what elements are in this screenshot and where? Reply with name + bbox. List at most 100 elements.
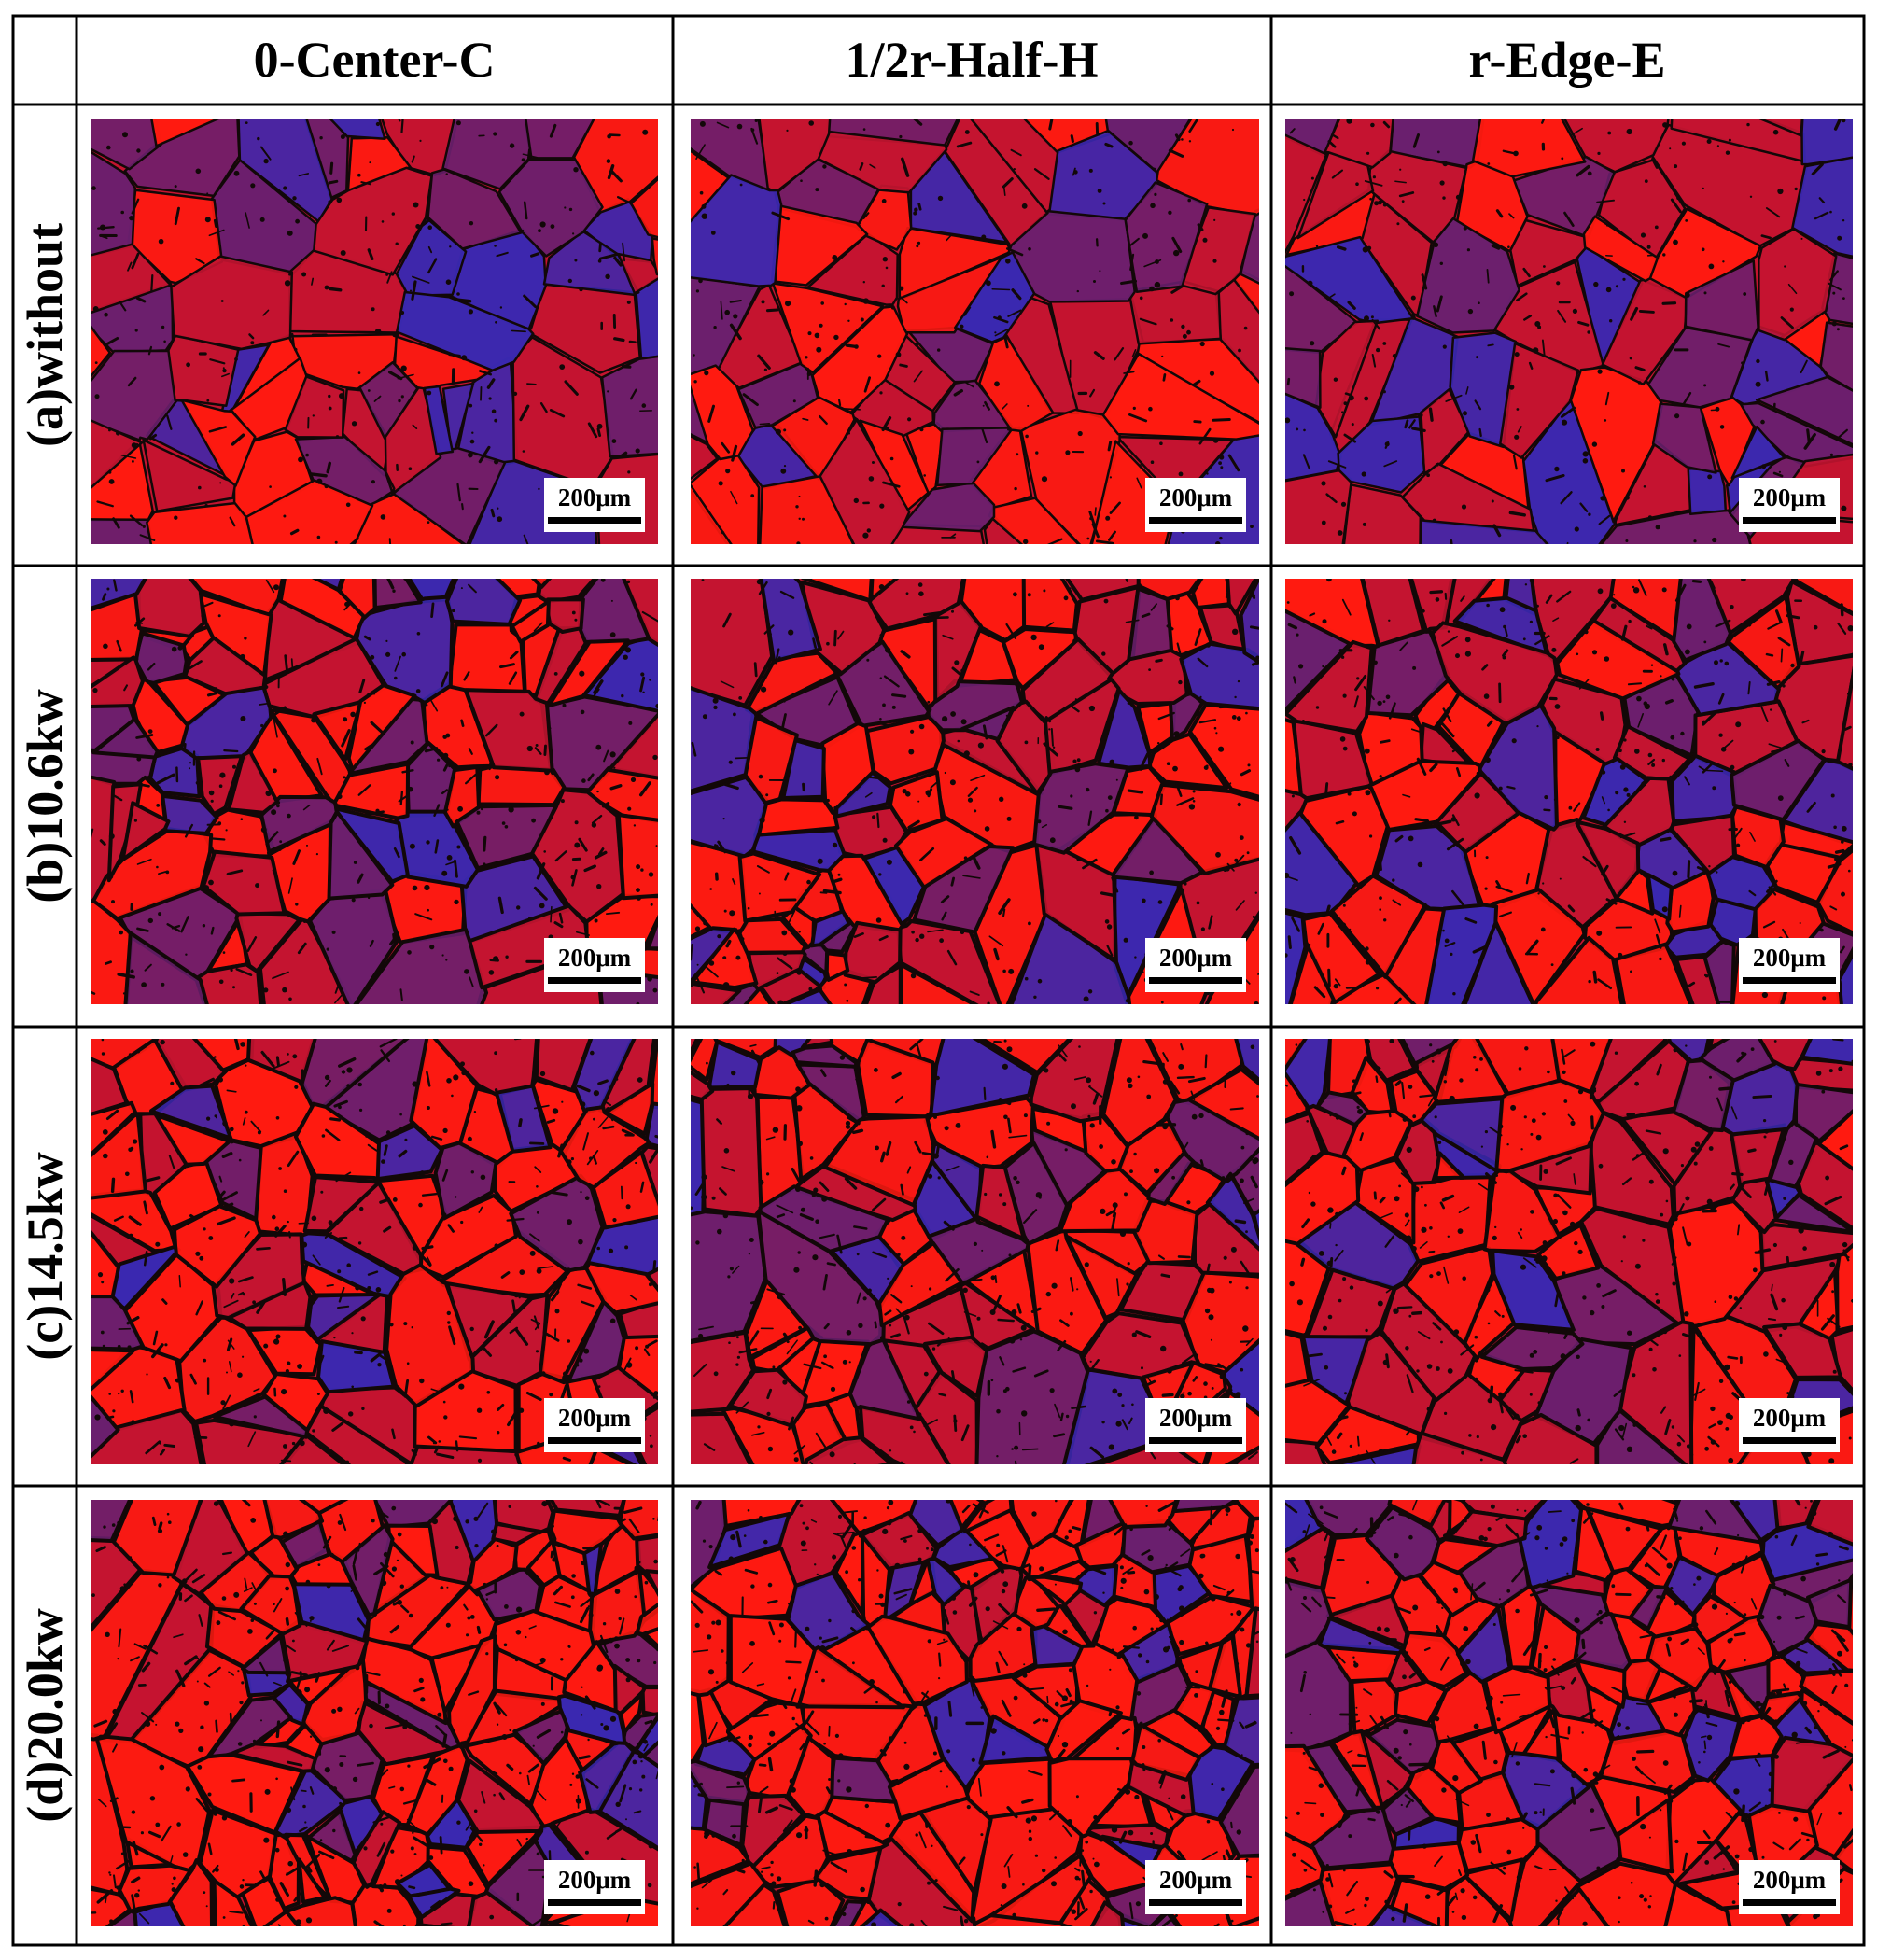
precipitate-speck bbox=[1480, 1145, 1483, 1148]
precipitate-speck bbox=[125, 1171, 130, 1177]
precipitate-speck bbox=[544, 769, 550, 776]
grain bbox=[824, 951, 850, 982]
dendrite-arm bbox=[799, 1742, 806, 1751]
precipitate-speck bbox=[1725, 150, 1730, 155]
grain bbox=[923, 1335, 989, 1398]
dendrite-arm bbox=[780, 713, 787, 731]
precipitate-speck bbox=[997, 315, 1002, 320]
grain bbox=[1239, 579, 1259, 665]
dendrite-arm bbox=[763, 624, 775, 635]
dendrite-arm bbox=[1716, 1097, 1723, 1112]
precipitate-speck bbox=[587, 1738, 590, 1742]
precipitate-speck bbox=[1570, 1221, 1576, 1227]
precipitate-speck bbox=[796, 1832, 803, 1839]
precipitate-speck bbox=[829, 1451, 835, 1458]
precipitate-speck bbox=[515, 1630, 522, 1635]
precipitate-speck bbox=[529, 1250, 536, 1256]
precipitate-speck bbox=[419, 139, 422, 142]
precipitate-speck bbox=[1306, 1120, 1309, 1123]
dendrite-arm bbox=[414, 913, 433, 921]
grain bbox=[1285, 133, 1328, 255]
scale-bar: 200μm bbox=[544, 1398, 645, 1452]
precipitate-speck bbox=[1042, 1868, 1046, 1873]
precipitate-speck bbox=[404, 1138, 408, 1141]
precipitate-speck bbox=[913, 1430, 916, 1434]
precipitate-speck bbox=[748, 1253, 751, 1255]
precipitate-speck bbox=[777, 1096, 782, 1100]
precipitate-speck bbox=[1374, 201, 1380, 206]
precipitate-speck bbox=[175, 1721, 180, 1727]
precipitate-speck bbox=[560, 1658, 564, 1661]
precipitate-speck bbox=[1209, 371, 1215, 376]
precipitate-speck bbox=[805, 1526, 809, 1531]
precipitate-speck bbox=[885, 647, 891, 653]
dendrite-arm bbox=[1455, 767, 1462, 777]
precipitate-speck bbox=[1535, 604, 1539, 608]
precipitate-speck bbox=[1590, 1182, 1596, 1188]
precipitate-speck bbox=[1435, 463, 1439, 467]
dendrite-arm bbox=[1676, 1434, 1686, 1443]
dendrite-arm bbox=[772, 1900, 776, 1910]
precipitate-speck bbox=[283, 1658, 288, 1663]
precipitate-speck bbox=[910, 729, 915, 734]
precipitate-speck bbox=[239, 1884, 245, 1889]
dendrite-arm bbox=[392, 932, 397, 945]
dendrite-arm bbox=[1192, 1539, 1196, 1547]
precipitate-speck bbox=[798, 931, 801, 933]
grain bbox=[1329, 874, 1427, 979]
precipitate-speck bbox=[102, 1344, 105, 1348]
precipitate-speck bbox=[778, 1639, 782, 1643]
dendrite-arm bbox=[1162, 1561, 1179, 1573]
precipitate-speck bbox=[1049, 1388, 1055, 1393]
precipitate-speck bbox=[1180, 1794, 1186, 1799]
dendrite-arm bbox=[388, 1785, 396, 1789]
precipitate-speck bbox=[711, 1833, 716, 1838]
dendrite-arm bbox=[1199, 1159, 1204, 1167]
dendrite-arm bbox=[819, 1181, 830, 1192]
precipitate-speck bbox=[1402, 1674, 1407, 1680]
precipitate-speck bbox=[1728, 1295, 1733, 1299]
precipitate-speck bbox=[1086, 941, 1091, 945]
dendrite-arm bbox=[994, 329, 1009, 337]
dendrite-arm bbox=[481, 1791, 486, 1804]
dendrite-arm bbox=[454, 859, 458, 878]
grain bbox=[447, 623, 527, 694]
grain bbox=[1285, 1111, 1324, 1186]
precipitate-speck bbox=[1361, 471, 1366, 477]
dendrite-arm bbox=[1111, 876, 1119, 893]
dendrite-arm bbox=[862, 212, 870, 219]
precipitate-speck bbox=[946, 1749, 951, 1754]
precipitate-speck bbox=[846, 1330, 852, 1336]
dendrite-arm bbox=[978, 1505, 987, 1519]
precipitate-speck bbox=[499, 306, 503, 309]
precipitate-speck bbox=[127, 1345, 132, 1350]
grain bbox=[644, 1569, 658, 1597]
precipitate-speck bbox=[811, 1193, 817, 1197]
precipitate-speck bbox=[1821, 749, 1826, 754]
dendrite-arm bbox=[127, 261, 133, 272]
dendrite-arm bbox=[947, 1701, 953, 1717]
dendrite-arm bbox=[1440, 721, 1455, 738]
grain bbox=[530, 788, 625, 924]
grain bbox=[1419, 519, 1549, 544]
dendrite-arm bbox=[963, 1278, 983, 1282]
dendrite-arm bbox=[994, 1275, 998, 1284]
precipitate-speck bbox=[1718, 733, 1723, 737]
precipitate-speck bbox=[642, 1134, 646, 1137]
precipitate-speck bbox=[837, 1779, 841, 1783]
precipitate-speck bbox=[98, 1734, 104, 1740]
dendrite-arm bbox=[1356, 1435, 1360, 1447]
precipitate-speck bbox=[1411, 1246, 1417, 1252]
dendrite-arm bbox=[585, 1778, 599, 1789]
precipitate-speck bbox=[292, 1639, 295, 1643]
dendrite-arm bbox=[1303, 1379, 1321, 1387]
precipitate-speck bbox=[371, 480, 375, 484]
precipitate-speck bbox=[791, 1716, 795, 1721]
dendrite-arm bbox=[924, 1820, 929, 1828]
dendrite-arm bbox=[1041, 824, 1048, 829]
precipitate-speck bbox=[1736, 843, 1741, 847]
dendrite-arm bbox=[357, 1542, 361, 1552]
precipitate-speck bbox=[1239, 835, 1244, 840]
precipitate-speck bbox=[199, 1255, 204, 1261]
precipitate-speck bbox=[1540, 927, 1546, 932]
